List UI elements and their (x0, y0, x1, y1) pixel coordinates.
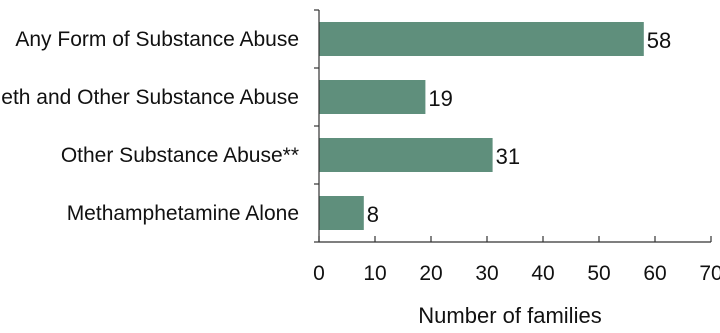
value-label-1: 19 (428, 86, 452, 111)
value-label-2: 31 (496, 144, 520, 169)
category-label-1: Meth and Other Substance Abuse (0, 86, 299, 109)
category-label-3: Methamphetamine Alone (67, 202, 299, 225)
bar-0 (319, 22, 644, 56)
x-ticks-group: 0 10 20 30 40 50 60 70 (313, 236, 720, 285)
x-tick-label-7: 70 (699, 262, 720, 285)
bars-group (319, 22, 644, 230)
value-label-0: 58 (647, 28, 671, 53)
x-tick-label-0: 0 (313, 262, 325, 285)
x-tick-label-3: 30 (475, 262, 498, 285)
x-tick-label-6: 60 (643, 262, 666, 285)
category-label-0: Any Form of Substance Abuse (15, 28, 299, 51)
category-labels-group: Any Form of Substance Abuse Meth and Othe… (0, 28, 299, 225)
bar-1 (319, 80, 425, 114)
x-tick-label-4: 40 (531, 262, 554, 285)
value-label-3: 8 (367, 202, 379, 227)
x-axis-title: Number of families (418, 303, 601, 328)
x-tick-label-2: 20 (419, 262, 442, 285)
category-label-2: Other Substance Abuse** (61, 144, 299, 167)
bar-3 (319, 196, 364, 230)
x-tick-label-1: 10 (363, 262, 386, 285)
bar-2 (319, 138, 493, 172)
value-labels-group: 58 19 31 8 (367, 28, 671, 227)
x-tick-label-5: 50 (587, 262, 610, 285)
